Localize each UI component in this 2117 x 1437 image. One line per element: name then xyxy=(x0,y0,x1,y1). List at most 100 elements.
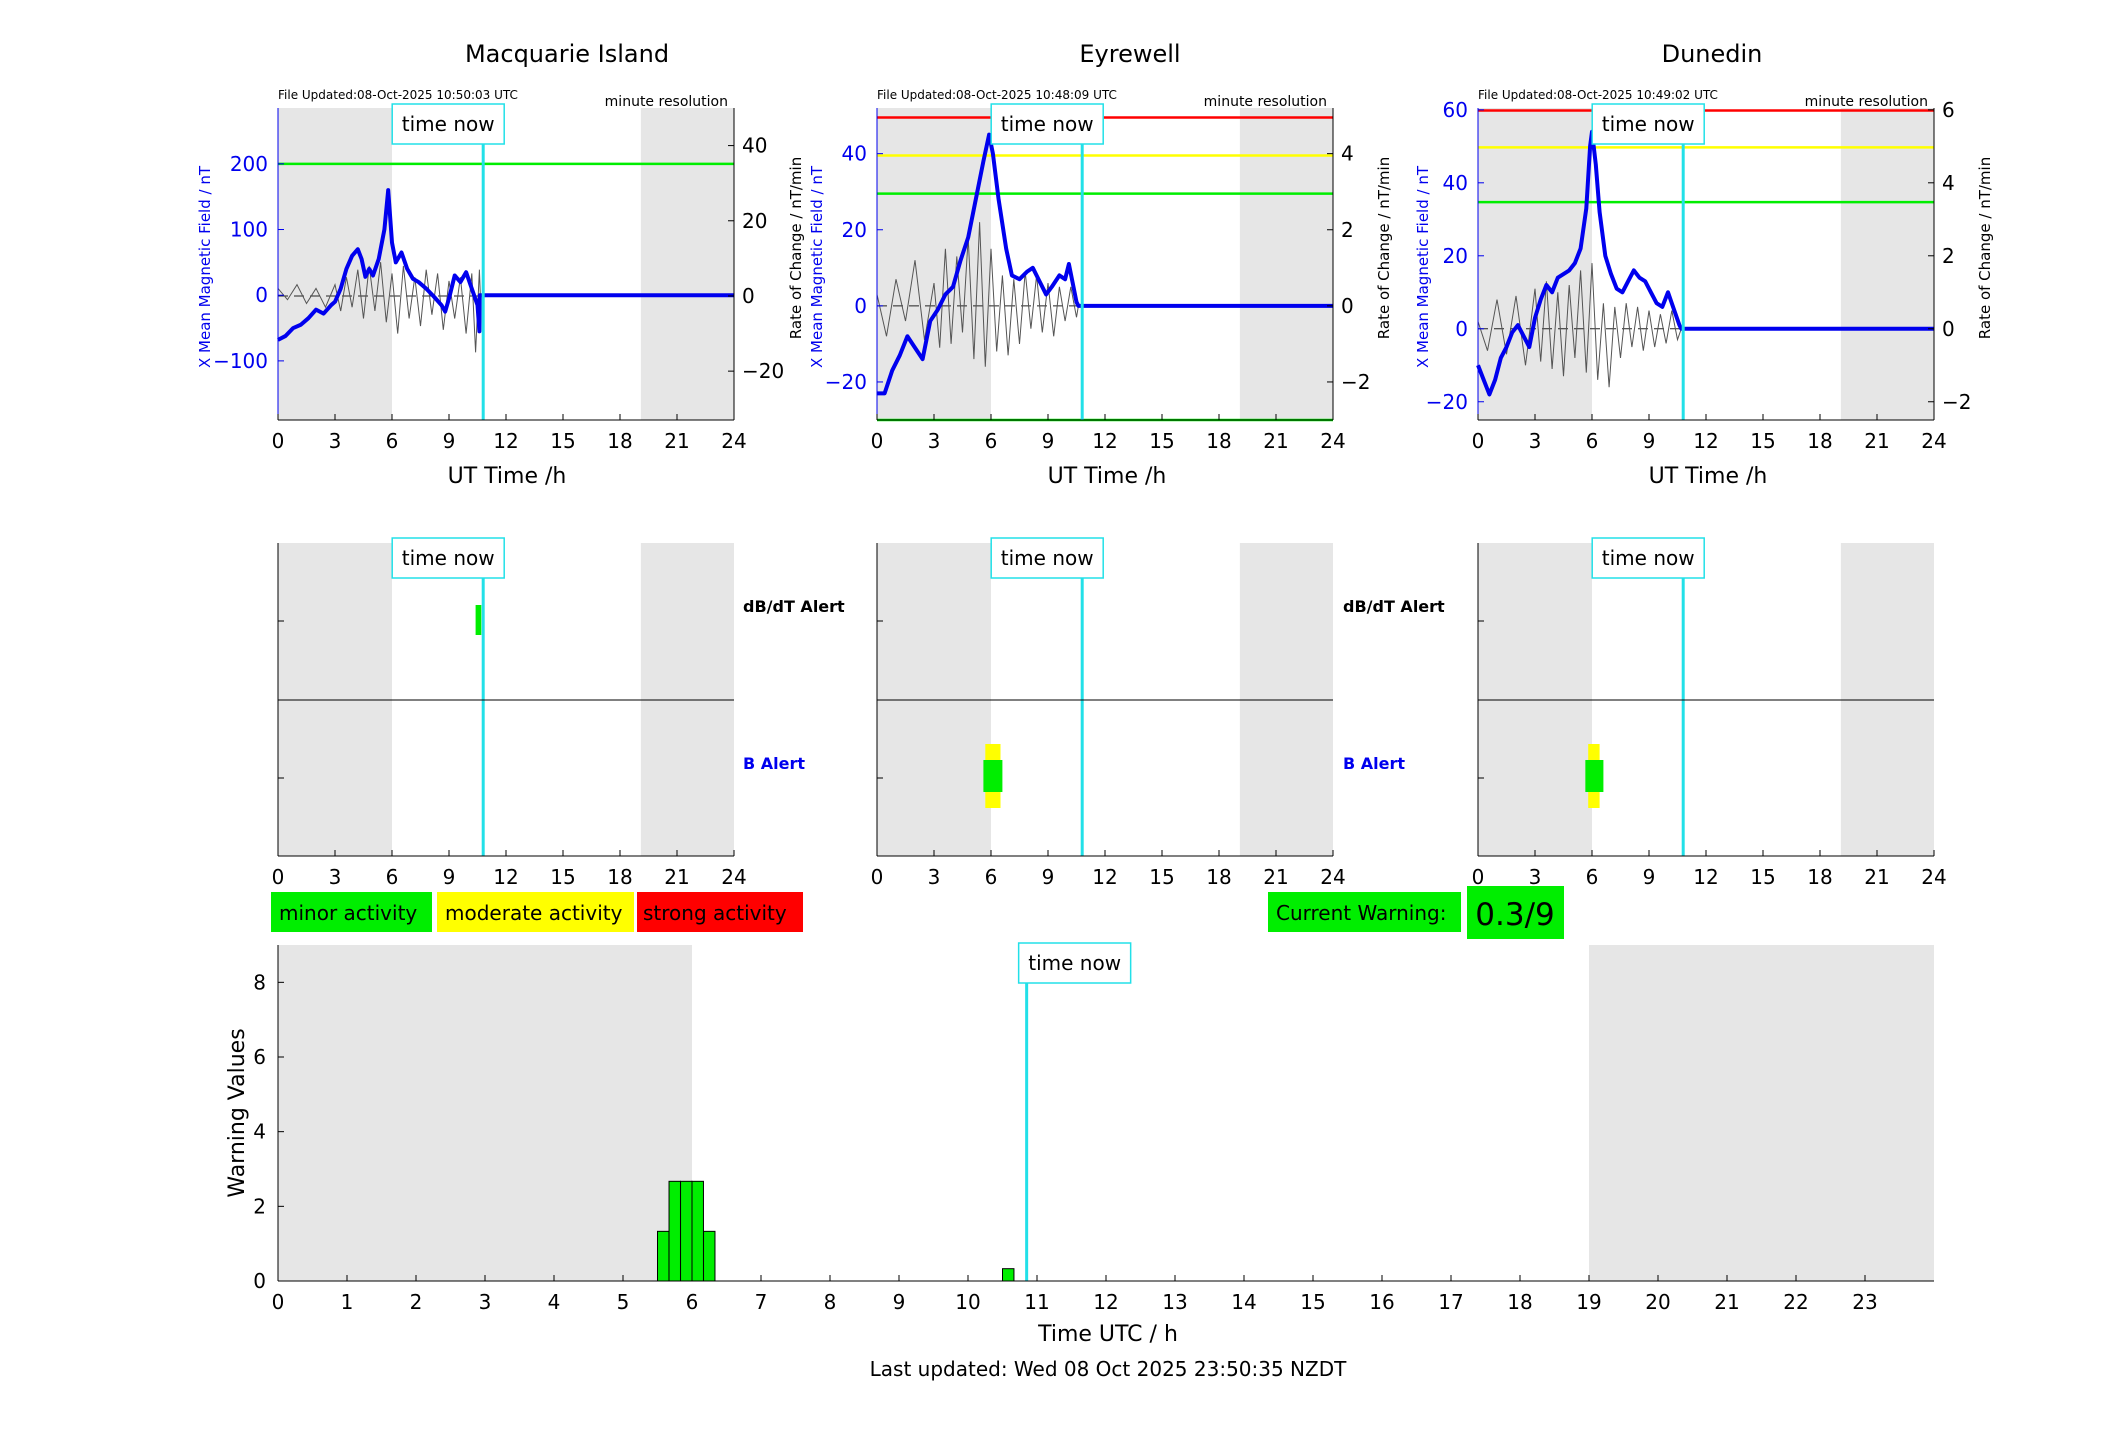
file-updated-eyrewell: File Updated:08-Oct-2025 10:48:09 UTC xyxy=(877,88,1117,102)
station-title-eyrewell: Eyrewell xyxy=(1079,40,1180,68)
y-left-tick-label-macquarie: 0 xyxy=(255,283,268,307)
current-warning-label: Current Warning: xyxy=(1276,901,1446,925)
alert-x-tick-label-dunedin: 18 xyxy=(1807,865,1832,889)
warning-x-tick-label: 15 xyxy=(1300,1290,1325,1314)
y-right-tick-label-eyrewell: −2 xyxy=(1341,370,1370,394)
alert-x-tick-label-macquarie: 15 xyxy=(550,865,575,889)
alert-x-tick-label-macquarie: 18 xyxy=(607,865,632,889)
y-left-tick-label-eyrewell: −20 xyxy=(825,370,867,394)
night-band-macquarie-1 xyxy=(640,108,734,420)
x-tick-label-dunedin: 21 xyxy=(1864,429,1889,453)
y-left-tick-label-dunedin: 20 xyxy=(1443,244,1468,268)
alert-x-tick-label-dunedin: 3 xyxy=(1529,865,1542,889)
rate-series-dunedin xyxy=(1477,263,1934,388)
warning-x-tick-label: 4 xyxy=(548,1290,561,1314)
station-title-dunedin: Dunedin xyxy=(1662,40,1763,68)
warning-x-tick-label: 21 xyxy=(1714,1290,1739,1314)
field-axis-label-dunedin: X Mean Magnetic Field / nT xyxy=(1414,165,1432,368)
x-tick-label-dunedin: 15 xyxy=(1750,429,1775,453)
current-warning-value-box xyxy=(1467,886,1564,939)
warning-night-band-1 xyxy=(1589,945,1934,1281)
time-now-label-macquarie-box xyxy=(391,103,505,145)
y-right-tick-label-eyrewell: 2 xyxy=(1341,218,1354,242)
warning-x-tick-label: 14 xyxy=(1231,1290,1256,1314)
time-now-label-dunedin-box xyxy=(1591,103,1705,145)
alert-x-tick-label-eyrewell: 12 xyxy=(1092,865,1117,889)
warning-y-tick-label: 0 xyxy=(253,1269,266,1293)
y-left-tick-label-macquarie: 200 xyxy=(230,152,268,176)
y-right-tick-label-macquarie: 40 xyxy=(742,134,767,158)
alert-x-tick-label-dunedin: 6 xyxy=(1586,865,1599,889)
night-band-dunedin-1 xyxy=(1840,108,1934,420)
warning-x-tick-label: 9 xyxy=(893,1290,906,1314)
x-tick-label-macquarie: 18 xyxy=(607,429,632,453)
alert-time-now-label-macquarie-text: time now xyxy=(402,546,495,570)
warning-x-tick-label: 13 xyxy=(1162,1290,1187,1314)
y-left-tick-label-dunedin: 40 xyxy=(1443,171,1468,195)
y-left-tick-label-dunedin: −20 xyxy=(1426,390,1468,414)
rate-series-eyrewell xyxy=(876,222,1333,367)
warning-x-tick-label: 23 xyxy=(1852,1290,1877,1314)
alert-x-tick-label-eyrewell: 21 xyxy=(1263,865,1288,889)
time-now-label-eyrewell-text: time now xyxy=(1001,112,1094,136)
warning-time-now-label-text: time now xyxy=(1028,951,1121,975)
data-series-layer xyxy=(277,108,1934,1282)
x-tick-label-eyrewell: 18 xyxy=(1206,429,1231,453)
night-band-macquarie-0 xyxy=(278,108,392,420)
alert-x-tick-label-macquarie: 24 xyxy=(721,865,746,889)
legend-strong-text: strong activity xyxy=(643,901,787,925)
warning-x-tick-label: 6 xyxy=(686,1290,699,1314)
time-now-label-macquarie-text: time now xyxy=(402,112,495,136)
alert-x-tick-label-dunedin: 0 xyxy=(1472,865,1485,889)
alert-time-now-label-dunedin-box xyxy=(1591,537,1705,579)
y-left-tick-label-dunedin: 0 xyxy=(1455,317,1468,341)
b-alert-label-macquarie: B Alert xyxy=(743,754,805,773)
station-title-macquarie: Macquarie Island xyxy=(465,40,669,68)
alert-x-tick-label-dunedin: 24 xyxy=(1921,865,1946,889)
alert-x-tick-label-eyrewell: 9 xyxy=(1042,865,1055,889)
warning-x-tick-label: 2 xyxy=(410,1290,423,1314)
warning-x-tick-label: 1 xyxy=(341,1290,354,1314)
time-now-label-dunedin: time now xyxy=(1591,103,1705,145)
rate-axis-label-dunedin: Rate of Change / nT/min xyxy=(1976,157,1994,339)
warning-y-tick-label: 6 xyxy=(253,1045,266,1069)
y-right-tick-label-dunedin: 6 xyxy=(1942,98,1955,122)
alert-x-tick-label-macquarie: 12 xyxy=(493,865,518,889)
field-series-dunedin xyxy=(1476,129,1934,397)
warning-x-tick-label: 3 xyxy=(479,1290,492,1314)
alert-time-now-label-eyrewell: time now xyxy=(990,537,1104,579)
field-series-eyrewell xyxy=(877,132,1333,396)
legend-minor-text: minor activity xyxy=(279,901,417,925)
ut-axis-label-macquarie: UT Time /h xyxy=(448,464,567,489)
time-now-label-dunedin-text: time now xyxy=(1602,112,1695,136)
x-tick-label-eyrewell: 12 xyxy=(1092,429,1117,453)
warning-time-now-label: time now xyxy=(1017,942,1132,984)
field-axis-label-eyrewell: X Mean Magnetic Field / nT xyxy=(808,165,826,368)
x-tick-label-eyrewell: 24 xyxy=(1320,429,1345,453)
alert-time-now-label-macquarie-box xyxy=(391,537,505,579)
alert-x-tick-label-macquarie: 9 xyxy=(443,865,456,889)
legend-moderate-box xyxy=(437,892,634,932)
warning-x-tick-label: 8 xyxy=(824,1290,837,1314)
alert-x-tick-label-eyrewell: 0 xyxy=(871,865,884,889)
warning-bar-2 xyxy=(680,1180,693,1282)
warning-x-tick-label: 17 xyxy=(1438,1290,1463,1314)
dbdt-alert-mark-macquarie-0 xyxy=(475,605,482,635)
night-band-eyrewell-1 xyxy=(1239,108,1333,420)
dbdt-alert-label-eyrewell: dB/dT Alert xyxy=(1343,597,1445,616)
y-right-tick-label-eyrewell: 0 xyxy=(1341,294,1354,318)
warning-x-tick-label: 22 xyxy=(1783,1290,1808,1314)
warning-bar-5 xyxy=(1002,1268,1015,1282)
alert-x-tick-label-dunedin: 15 xyxy=(1750,865,1775,889)
x-tick-label-eyrewell: 15 xyxy=(1149,429,1174,453)
night-bands-layer xyxy=(278,108,1934,1281)
warning-x-tick-label: 7 xyxy=(755,1290,768,1314)
x-tick-label-macquarie: 3 xyxy=(329,429,342,453)
warning-bar-1 xyxy=(668,1180,681,1282)
x-tick-label-dunedin: 6 xyxy=(1586,429,1599,453)
x-tick-label-macquarie: 9 xyxy=(443,429,456,453)
warning-time-now-label-box xyxy=(1017,942,1132,984)
x-tick-label-macquarie: 21 xyxy=(664,429,689,453)
y-left-tick-label-macquarie: −100 xyxy=(213,349,268,373)
